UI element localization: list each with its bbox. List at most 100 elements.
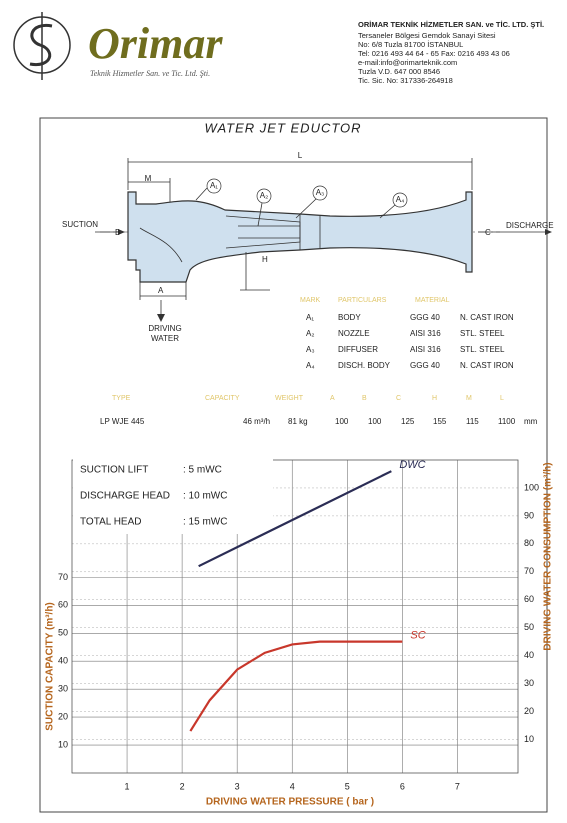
company-line: Tersaneler Bölgesi Gemdok Sanayi Sitesi <box>358 31 496 40</box>
y2-tick-label: 60 <box>524 594 534 604</box>
y-tick-label: 30 <box>58 684 68 694</box>
series-label: DWC <box>399 459 425 471</box>
specs-cell: 115 <box>466 417 479 426</box>
annotation-label: TOTAL HEAD <box>80 517 142 528</box>
annotation-value: : 10 mWC <box>183 491 227 502</box>
y-tick-label: 70 <box>58 572 68 582</box>
x-tick-label: 5 <box>345 781 350 791</box>
parts-cell: DISCH. BODY <box>338 361 391 370</box>
parts-cell: A₃ <box>306 345 315 354</box>
part-callout: A₂ <box>260 191 268 200</box>
parts-cell: GGG 40 <box>410 313 440 322</box>
parts-cell: N. CAST IRON <box>460 361 514 370</box>
specs-header: WEIGHT <box>275 395 304 402</box>
annotation-value: : 15 mWC <box>183 517 227 528</box>
x-tick-label: 2 <box>180 781 185 791</box>
part-callout: A₄ <box>396 195 405 204</box>
dim-label: A <box>158 286 164 295</box>
specs-cell: 100 <box>368 417 382 426</box>
specs-cell: 125 <box>401 417 415 426</box>
parts-cell: AISI 316 <box>410 345 441 354</box>
tables: MARK PARTICULARS MATERIAL A₁ BODY GGG 40 N. CA… <box>100 297 538 426</box>
dim-label: B <box>115 228 120 237</box>
parts-cell: STL. STEEL <box>460 329 505 338</box>
dim-label: L <box>298 151 303 160</box>
parts-cell: DIFFUSER <box>338 345 378 354</box>
tagline: Teknik Hizmetler San. ve Tic. Ltd. Şti. <box>90 69 210 78</box>
dim-label: M <box>145 174 152 183</box>
parts-cell: AISI 316 <box>410 329 441 338</box>
parts-header: MATERIAL <box>415 297 450 304</box>
title: WATER JET EDUCTOR <box>204 120 361 135</box>
company-line: ORİMAR TEKNİK HİZMETLER SAN. ve TİC. LTD… <box>358 20 544 29</box>
specs-cell: 100 <box>335 417 349 426</box>
part-callout: A₃ <box>316 188 325 197</box>
y2-tick-label: 20 <box>524 706 534 716</box>
parts-header: MARK <box>300 297 321 304</box>
parts-cell: GGG 40 <box>410 361 440 370</box>
specs-header: L <box>500 395 504 402</box>
annotation-value: : 5 mWC <box>183 465 222 476</box>
company-info: ORİMAR TEKNİK HİZMETLER SAN. ve TİC. LTD… <box>358 20 544 85</box>
specs-header: B <box>362 395 367 402</box>
specs-header: TYPE <box>112 395 131 402</box>
flow-label: DRIVING <box>148 324 181 333</box>
y2-tick-label: 80 <box>524 538 534 548</box>
y-tick-label: 50 <box>58 628 68 638</box>
parts-cell: N. CAST IRON <box>460 313 514 322</box>
x-axis-label: DRIVING WATER PRESSURE ( bar ) <box>206 797 374 808</box>
plot-frame <box>71 459 519 774</box>
y-tick-label: 20 <box>58 711 68 721</box>
dim-label: C <box>485 228 491 237</box>
parts-cell: A₂ <box>306 329 314 338</box>
annotation-label: DISCHARGE HEAD <box>80 491 170 502</box>
x-tick-label: 1 <box>125 781 130 791</box>
y2-tick-label: 70 <box>524 566 534 576</box>
specs-cell: 1100 <box>498 417 516 426</box>
y-axis-label: SUCTION CAPACITY (m³/h) <box>45 602 56 731</box>
part-callout: A₁ <box>210 181 218 190</box>
y2-tick-label: 10 <box>524 734 534 744</box>
x-tick-label: 6 <box>400 781 405 791</box>
parts-cell: BODY <box>338 313 361 322</box>
company-line: e-mail:info@orimarteknik.com <box>358 58 457 67</box>
logo-text: Orimar <box>88 19 223 68</box>
specs-cell: LP WJE 445 <box>100 417 145 426</box>
specs-cell: 46 m³/h <box>243 417 270 426</box>
frame <box>39 117 548 813</box>
x-tick-label: 7 <box>455 781 460 791</box>
chart: SUCTION LIFT: 5 mWC DISCHARGE HEAD: 10 mW… <box>45 454 554 808</box>
series-line <box>198 470 392 568</box>
annotation-box <box>73 454 273 534</box>
parts-cell: A₁ <box>306 313 314 322</box>
parts-cell: A₄ <box>306 361 315 370</box>
x-tick-label: 3 <box>235 781 240 791</box>
y2-tick-label: 30 <box>524 678 534 688</box>
series-line <box>189 640 403 732</box>
y2-tick-label: 90 <box>524 510 534 520</box>
flow-label: WATER <box>151 334 179 343</box>
y2-axis-label: DRIVING WATER CONSUMPTION (m³/h) <box>543 462 554 650</box>
y2-tick-label: 50 <box>524 622 534 632</box>
company-line: Tel: 0216 493 44 64 - 65 Fax: 0216 493 4… <box>358 49 510 58</box>
specs-cell: 155 <box>433 417 447 426</box>
eductor-drawing <box>95 158 552 322</box>
parts-cell: NOZZLE <box>338 329 370 338</box>
x-tick-label: 4 <box>290 781 295 791</box>
company-line: Tic. Sic. No: 317336-264918 <box>358 76 453 85</box>
specs-unit: mm <box>524 417 538 426</box>
specs-header: M <box>466 395 472 402</box>
y2-tick-label: 40 <box>524 650 534 660</box>
parts-cell: STL. STEEL <box>460 345 505 354</box>
flow-label: DISCHARGE <box>506 221 554 230</box>
specs-header: C <box>396 395 401 402</box>
flow-label: SUCTION <box>62 220 98 229</box>
specs-header: H <box>432 395 437 402</box>
series-label: SC <box>410 630 425 642</box>
y-tick-label: 10 <box>58 739 68 749</box>
y-tick-label: 60 <box>58 600 68 610</box>
parts-header: PARTICULARS <box>338 297 387 304</box>
logo <box>13 12 71 80</box>
